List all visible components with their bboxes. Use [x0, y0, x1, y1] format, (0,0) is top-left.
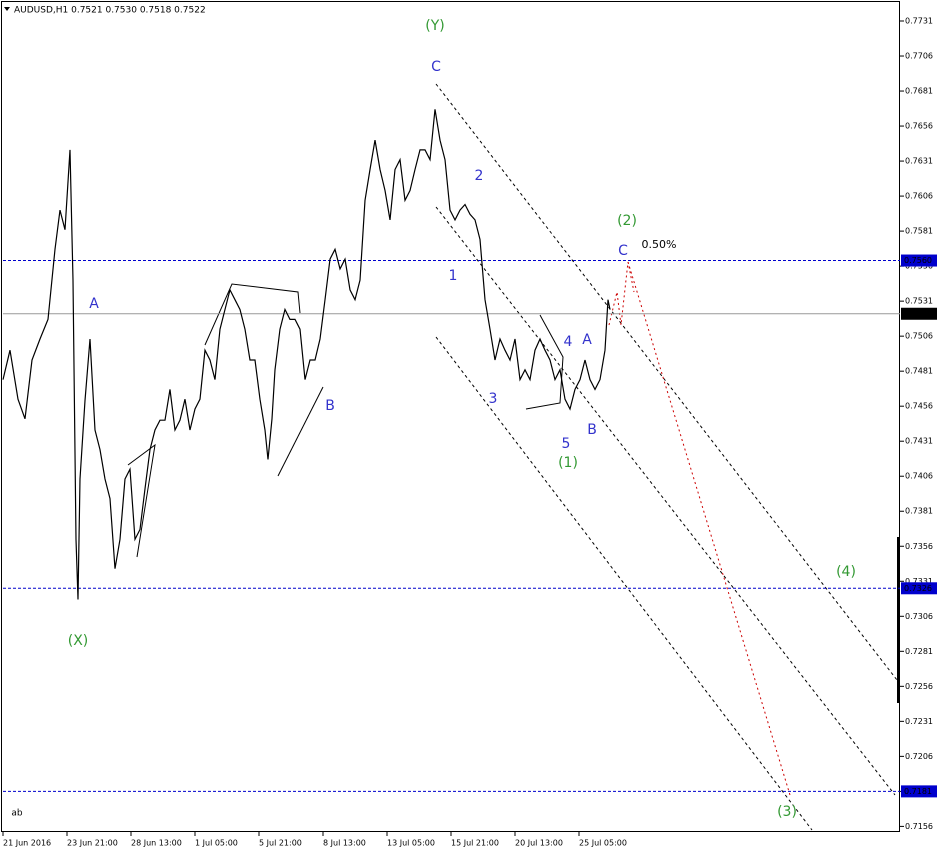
level-label: 0.7181: [904, 787, 932, 796]
scroll-marker: [897, 537, 900, 703]
x-tick-label: 1 Jul 05:00: [195, 839, 238, 848]
wave-label: 2: [475, 168, 484, 184]
chart-title: AUDUSD,H1 0.7521 0.7530 0.7518 0.7522: [14, 6, 206, 16]
level-label-box: [901, 254, 937, 267]
wave-label: 5: [562, 436, 571, 452]
wave-label: (4): [836, 564, 856, 580]
wave-label: 4: [564, 334, 573, 350]
y-tick-label: 0.7231: [905, 717, 933, 726]
y-tick-label: 0.7681: [905, 87, 933, 96]
level-label-box: [901, 785, 937, 798]
wave-label: 1: [449, 268, 458, 284]
x-tick-label: 23 Jun 21:00: [67, 839, 118, 848]
x-tick-label: 21 Jun 2016: [3, 839, 51, 848]
y-tick-label: 0.7156: [905, 822, 933, 831]
channel-lines: [435, 83, 898, 831]
plot-frame: [1, 1, 900, 832]
y-tick-label: 0.7531: [905, 297, 933, 306]
y-tick-label: 0.7206: [905, 752, 933, 761]
y-tick-label: 0.7731: [905, 17, 933, 26]
wave-label: (2): [617, 213, 637, 229]
wave-label: (Y): [425, 18, 444, 34]
wave-label: 3: [489, 391, 498, 407]
y-tick-label: 0.7631: [905, 157, 933, 166]
wave-label: (X): [68, 633, 89, 649]
x-tick-label: 20 Jul 13:00: [515, 839, 563, 848]
menu-arrow: [4, 7, 10, 11]
level-label-box: [901, 307, 937, 320]
wave-label: ab: [11, 809, 23, 819]
y-tick-label: 0.7456: [905, 402, 933, 411]
x-tick-label: 13 Jul 05:00: [387, 839, 435, 848]
x-tick-label: 28 Jun 13:00: [131, 839, 182, 848]
wave-label: C: [618, 243, 628, 259]
y-tick-label: 0.7481: [905, 367, 933, 376]
y-tick-label: 0.7706: [905, 52, 933, 61]
wave-label: A: [89, 296, 99, 312]
level-label: 0.7326: [904, 584, 932, 593]
y-tick-label: 0.7606: [905, 192, 933, 201]
y-tick-label: 0.7256: [905, 682, 933, 691]
y-tick-label: 0.7656: [905, 122, 933, 131]
y-tick-label: 0.7381: [905, 507, 933, 516]
x-tick-label: 15 Jul 21:00: [451, 839, 499, 848]
wave-label: (3): [777, 804, 797, 820]
x-tick-label: 8 Jul 13:00: [323, 839, 366, 848]
level-label: 0.7522: [904, 309, 932, 318]
wave-label: 0.50%: [642, 238, 677, 251]
y-tick-label: 0.7431: [905, 437, 933, 446]
projection-lines: [608, 261, 791, 796]
x-tick-label: 5 Jul 21:00: [259, 839, 302, 848]
y-tick-label: 0.7281: [905, 647, 933, 656]
y-tick-label: 0.7581: [905, 227, 933, 236]
wave-label: B: [587, 422, 597, 438]
wave-label: C: [431, 59, 441, 75]
level-label-box: [901, 582, 937, 595]
y-tick-label: 0.7506: [905, 332, 933, 341]
y-tick-label: 0.7356: [905, 542, 933, 551]
price-line: [2, 109, 611, 600]
x-tick-label: 25 Jul 05:00: [579, 839, 627, 848]
wave-label: (1): [558, 455, 578, 471]
wave-label: B: [325, 398, 335, 414]
level-label: 0.7560: [904, 256, 932, 265]
y-tick-label: 0.7306: [905, 612, 933, 621]
y-tick-label: 0.7331: [905, 577, 933, 586]
y-tick-label: 0.7406: [905, 472, 933, 481]
wave-label: A: [582, 332, 592, 348]
